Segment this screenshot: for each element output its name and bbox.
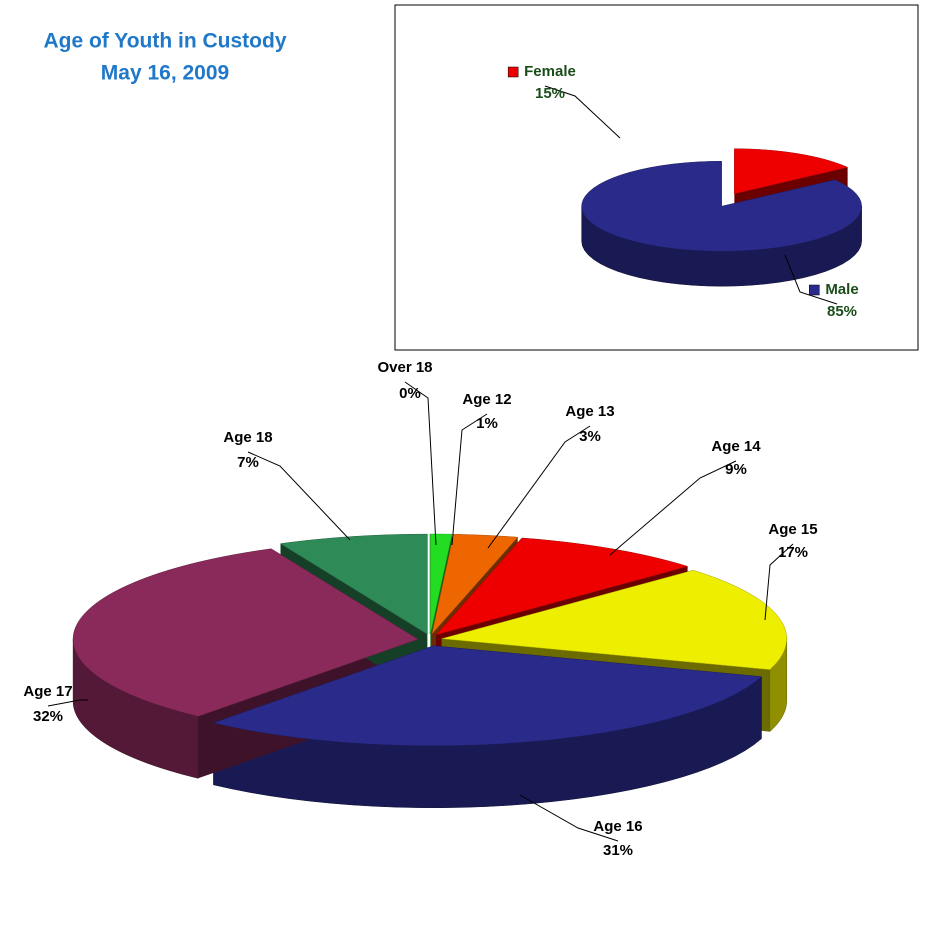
legend-label: Age 14 (711, 438, 761, 455)
legend-label: Female (524, 63, 576, 80)
legend-label: Age 15 (768, 521, 817, 538)
slice (279, 533, 428, 635)
leader-line (47, 699, 88, 707)
legend-label: Age 17 (23, 683, 72, 700)
slice (430, 533, 453, 635)
value-label: 85% (827, 303, 857, 320)
slice (72, 548, 419, 717)
value-label: 31% (603, 842, 633, 859)
slice (734, 148, 849, 195)
leader-line (487, 425, 591, 549)
leader-line (609, 460, 737, 556)
value-label: 3% (579, 428, 601, 445)
legend-label: Age 12 (462, 391, 511, 408)
slice (441, 569, 787, 670)
leader-line (784, 254, 838, 305)
value-label: 32% (33, 708, 63, 725)
value-label: 9% (725, 461, 747, 478)
legend-label: Age 13 (565, 403, 614, 420)
inset-frame (394, 4, 919, 351)
slice (581, 160, 862, 252)
value-label: 17% (778, 544, 808, 561)
leader-line (764, 543, 794, 621)
legend-label: Age 18 (223, 429, 272, 446)
slice (431, 534, 519, 635)
slice (212, 645, 763, 747)
leader-line (519, 794, 619, 842)
leader-line (544, 85, 621, 139)
leader-line (404, 381, 437, 546)
leader-line (451, 413, 488, 546)
legend-swatch (507, 66, 519, 78)
legend-label: Male (825, 281, 858, 298)
legend-label: Over 18 (377, 359, 432, 376)
value-label: 1% (476, 415, 498, 432)
legend-label: Age 16 (593, 818, 642, 835)
value-label: 7% (237, 454, 259, 471)
value-label: 15% (535, 85, 565, 102)
leader-line (247, 451, 351, 541)
chart-title: Age of Youth in Custody (43, 30, 286, 53)
legend-swatch (809, 284, 820, 296)
chart-subtitle: May 16, 2009 (101, 62, 229, 85)
value-label: 0% (399, 385, 421, 402)
slice (435, 537, 689, 636)
